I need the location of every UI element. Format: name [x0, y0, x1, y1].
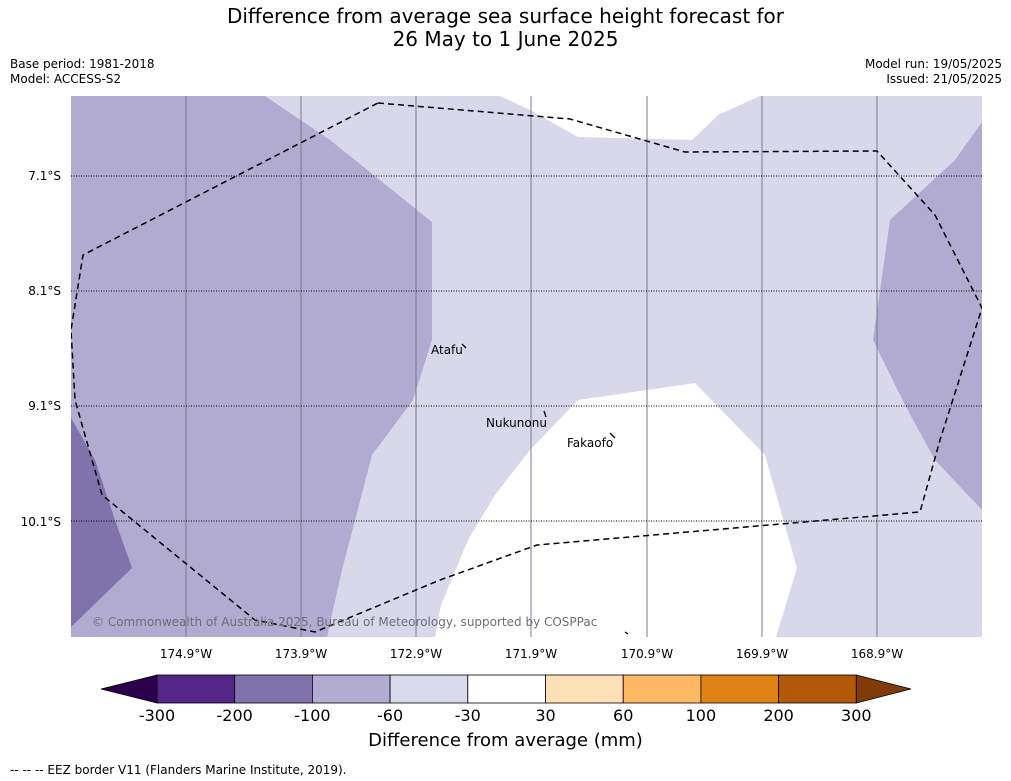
colorbar-tick-label: 30	[535, 706, 555, 725]
fakaofo-mark	[609, 432, 616, 439]
map-panel: Atafu Nukunonu Fakaofo © Commonwealth of…	[71, 96, 982, 637]
chart-title: Difference from average sea surface heig…	[0, 5, 1011, 51]
colorbar-ticks: -300 -200 -100 -60 -30 30 60 100 200 300	[139, 706, 872, 725]
lon-label: 174.9°W	[160, 647, 212, 661]
lon-label: 171.9°W	[505, 647, 557, 661]
lon-label: 168.9°W	[851, 647, 903, 661]
place-label-fakaofo: Fakaofo	[567, 436, 613, 450]
meta-left: Base period: 1981-2018 Model: ACCESS-S2	[10, 57, 155, 87]
colorbar-tick-label: -30	[455, 706, 481, 725]
copyright-notice: © Commonwealth of Australia 2025, Bureau…	[92, 615, 597, 629]
contour-n100-n60-west	[71, 96, 432, 637]
lat-labels: 7.1°S 8.1°S 9.1°S 10.1°S	[21, 169, 61, 529]
issued-date: Issued: 21/05/2025	[886, 72, 1002, 86]
contour-n100-n60-east	[873, 122, 982, 510]
colorbar-segment	[700, 674, 780, 704]
model-name: Model: ACCESS-S2	[10, 72, 122, 86]
colorbar-tick-label: 300	[841, 706, 872, 725]
lat-label: 7.1°S	[28, 169, 61, 183]
lat-label: 10.1°S	[21, 515, 61, 529]
colorbar-tick-label: 60	[613, 706, 633, 725]
island-marks	[461, 343, 629, 635]
place-label-atafu: Atafu	[431, 343, 463, 357]
colorbar-segment	[234, 674, 313, 704]
meta-right: Model run: 19/05/2025 Issued: 21/05/2025	[865, 57, 1002, 87]
place-label-nukunonu: Nukunonu	[486, 416, 547, 430]
meridian-lines	[185, 96, 878, 637]
title-line-2: 26 May to 1 June 2025	[392, 27, 619, 51]
colorbar-segment	[545, 674, 624, 704]
lon-label: 170.9°W	[621, 647, 673, 661]
lat-label: 9.1°S	[28, 399, 61, 413]
colorbar	[100, 674, 912, 704]
colorbar-segment	[389, 674, 469, 704]
lon-label: 173.9°W	[275, 647, 327, 661]
lat-label: 8.1°S	[28, 284, 61, 298]
colorbar-tick-label: 200	[763, 706, 794, 725]
colorbar-segment	[311, 674, 391, 704]
lon-labels: 174.9°W 173.9°W 172.9°W 171.9°W 170.9°W …	[160, 647, 903, 661]
colorbar-label: Difference from average (mm)	[368, 730, 643, 751]
title-line-1: Difference from average sea surface heig…	[226, 4, 785, 28]
lon-label: 172.9°W	[390, 647, 442, 661]
colorbar-extend-low	[100, 674, 158, 704]
colorbar-segment	[156, 674, 236, 704]
colorbar-tick-label: -60	[377, 706, 403, 725]
colorbar-tick-label: -300	[139, 706, 175, 725]
colorbar-tick-label: -100	[294, 706, 330, 725]
contour-n200-n100	[71, 418, 132, 627]
model-run: Model run: 19/05/2025	[864, 57, 1002, 71]
colorbar-tick-label: -200	[217, 706, 253, 725]
colorbar-segment	[778, 674, 857, 704]
atafu-mark	[461, 343, 467, 349]
lon-label: 169.9°W	[736, 647, 788, 661]
colorbar-segment	[467, 674, 546, 704]
nukunonu-mark	[543, 410, 547, 418]
parallel-lines	[71, 175, 982, 522]
base-period: Base period: 1981-2018	[10, 57, 155, 71]
eez-footnote: -- -- -- EEZ border V11 (Flanders Marine…	[10, 763, 347, 777]
colorbar-extend-high	[855, 674, 912, 704]
colorbar-tick-label: 100	[686, 706, 717, 725]
colorbar-segment	[622, 674, 702, 704]
islet-mark	[624, 631, 629, 635]
eez-border	[71, 102, 982, 633]
